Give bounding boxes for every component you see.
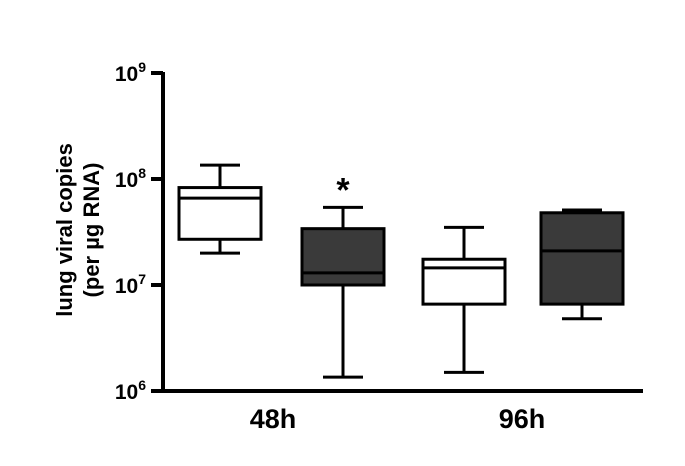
box-96h-2	[539, 208, 625, 321]
boxes: *	[177, 163, 625, 379]
y-tick-label: 108	[115, 165, 146, 192]
x-tick-label-48h: 48h	[250, 404, 297, 434]
box-48h-1	[177, 163, 263, 255]
x-tick-labels: 48h 96h	[250, 404, 546, 434]
x-tick-label-96h: 96h	[499, 404, 546, 434]
y-tick-label-base: 10	[115, 275, 138, 298]
y-tick-label-base: 10	[115, 63, 138, 86]
y-tick-label: 107	[115, 271, 146, 298]
y-axis-label-line2: (per µg RNA)	[79, 163, 104, 298]
box-48h-2: *	[300, 171, 386, 379]
y-tick-label-exponent: 9	[138, 59, 146, 75]
y-tick-label-exponent: 8	[138, 165, 146, 181]
y-tick-label: 106	[115, 377, 146, 404]
y-tick-label-exponent: 6	[138, 377, 146, 393]
iqr-box	[539, 211, 625, 306]
y-tick-label-exponent: 7	[138, 271, 146, 287]
significance-annotation: *	[336, 171, 350, 209]
y-tick-label: 109	[115, 59, 146, 86]
iqr-box	[300, 227, 386, 287]
iqr-box	[177, 186, 263, 241]
y-tick-label-base: 10	[115, 169, 138, 192]
y-axis-label: lung viral copies (per µg RNA)	[52, 143, 104, 317]
y-tick-label-base: 10	[115, 381, 138, 404]
iqr-box	[421, 257, 507, 306]
y-axis-label-line1: lung viral copies	[52, 143, 77, 317]
axes	[161, 72, 643, 393]
box-96h-1	[421, 225, 507, 374]
